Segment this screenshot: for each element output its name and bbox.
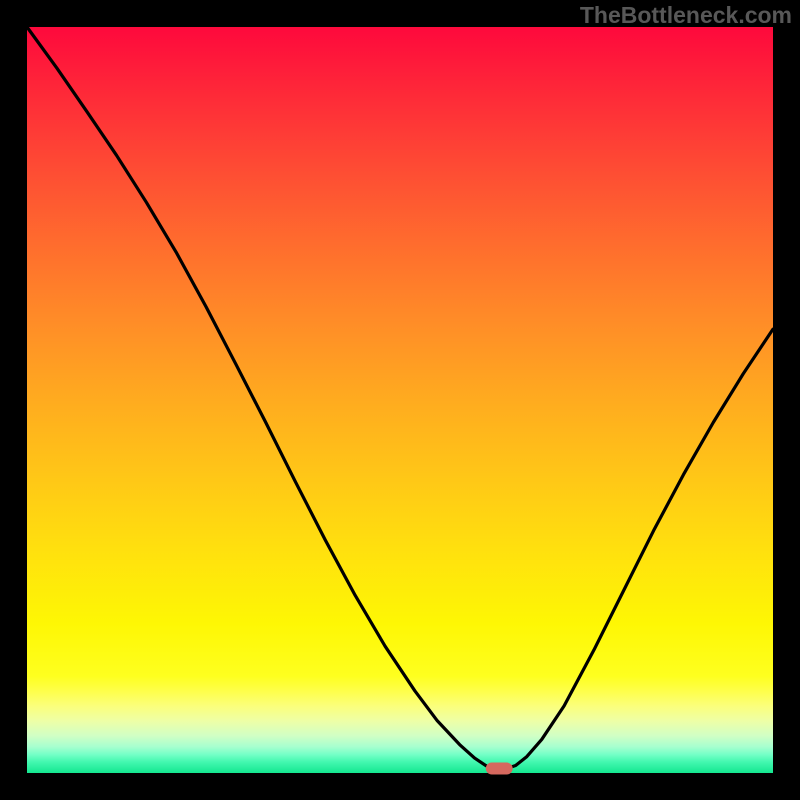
optimal-point-marker [486, 763, 513, 775]
watermark-text: TheBottleneck.com [580, 2, 792, 29]
chart-container: TheBottleneck.com [0, 0, 800, 800]
plot-background [27, 27, 773, 773]
bottleneck-chart [0, 0, 800, 800]
